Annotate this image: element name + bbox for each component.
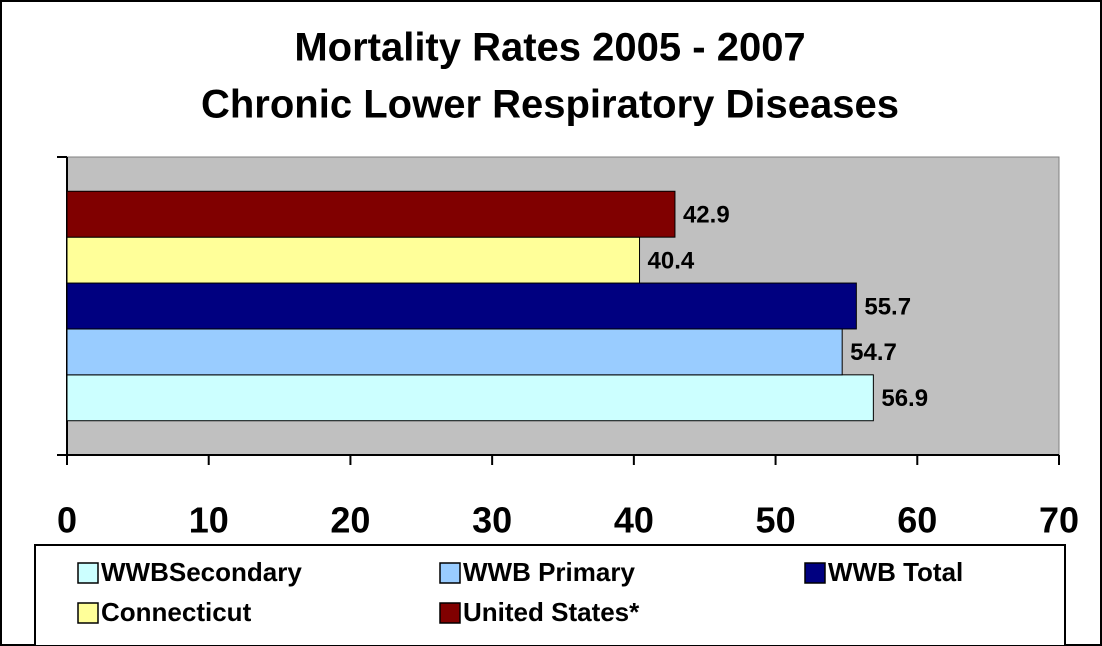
- legend-label: Connecticut: [101, 597, 252, 627]
- x-tick-label: 60: [897, 500, 937, 541]
- bar: [66, 236, 641, 284]
- bar: [66, 374, 874, 422]
- data-label: 56.9: [881, 385, 928, 412]
- legend-label: United States*: [463, 597, 640, 627]
- legend-swatch: [804, 562, 826, 584]
- legend-swatch: [439, 602, 461, 624]
- chart-title: Mortality Rates 2005 - 2007: [294, 26, 805, 70]
- legend-box: [34, 544, 1066, 646]
- bar: [66, 190, 676, 238]
- x-tick-label: 50: [756, 500, 796, 541]
- legend-swatch: [439, 562, 461, 584]
- chart-subtitle: Chronic Lower Respiratory Diseases: [201, 83, 899, 127]
- x-tick-label: 20: [330, 500, 370, 541]
- bar: [66, 282, 857, 330]
- legend-swatch: [77, 602, 99, 624]
- x-tick-label: 70: [1039, 500, 1079, 541]
- legend-label: WWB Total: [828, 557, 963, 587]
- data-label: 40.4: [648, 247, 695, 274]
- x-tick-label: 40: [614, 500, 654, 541]
- legend-label: WWB Primary: [463, 557, 635, 587]
- x-tick-label: 0: [57, 500, 77, 541]
- data-label: 55.7: [864, 293, 911, 320]
- legend-swatch: [77, 562, 99, 584]
- x-tick-label: 30: [472, 500, 512, 541]
- legend-label: WWBSecondary: [101, 557, 302, 587]
- bar: [66, 328, 843, 376]
- x-tick-label: 10: [189, 500, 229, 541]
- data-label: 54.7: [850, 339, 897, 366]
- data-label: 42.9: [683, 202, 730, 229]
